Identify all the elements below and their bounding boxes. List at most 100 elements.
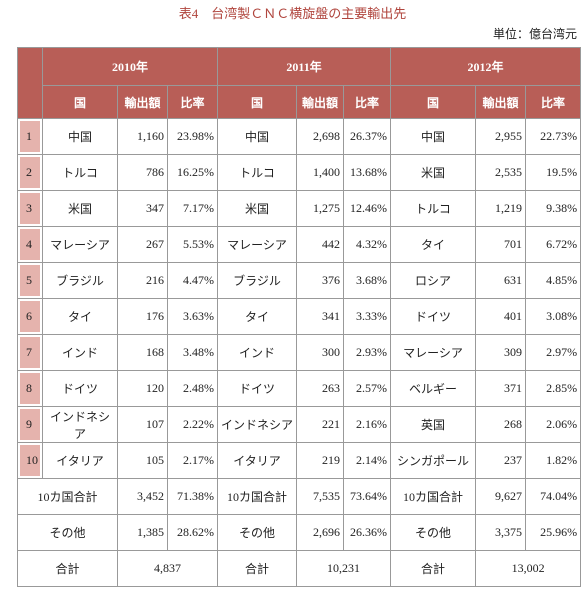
- country: 米国: [217, 190, 298, 227]
- table-row: 7 インド 168 3.48% インド 300 2.93% マレーシア 309 2.97%: [17, 334, 582, 371]
- value: 7.17%: [166, 190, 219, 227]
- value: 347: [117, 190, 168, 227]
- summary-label: 10カ国合計: [390, 478, 477, 515]
- country: インド: [217, 334, 298, 371]
- value: 168: [117, 334, 168, 371]
- summary-value: 73.64%: [343, 478, 392, 515]
- country: タイ: [42, 298, 118, 335]
- title: 表4 台湾製ＣＮＣ横旋盤の主要輸出先: [178, 6, 407, 21]
- total-label: 合計: [17, 550, 118, 587]
- column-header: 国: [217, 85, 298, 119]
- column-header: 国: [42, 85, 118, 119]
- country: イタリア: [42, 442, 118, 479]
- column-header: 輸出額: [475, 85, 527, 119]
- country: タイ: [390, 226, 477, 263]
- column-header: 比率: [525, 85, 582, 119]
- corner-header: [17, 47, 43, 119]
- country: インドネシア: [42, 406, 118, 443]
- value: 9.38%: [525, 190, 582, 227]
- country: 英国: [390, 406, 477, 443]
- table-row: 5 ブラジル 216 4.47% ブラジル 376 3.68% ロシア 631 4.85%: [17, 262, 582, 299]
- value: 6.72%: [525, 226, 582, 263]
- column-header: 比率: [343, 85, 392, 119]
- summary-label: 10カ国合計: [217, 478, 298, 515]
- rank: 8: [17, 370, 43, 407]
- country: ドイツ: [390, 298, 477, 335]
- value: 2.17%: [166, 442, 219, 479]
- summary-value: 28.62%: [166, 514, 219, 551]
- value: 22.73%: [525, 118, 582, 155]
- value: 401: [475, 298, 527, 335]
- country: トルコ: [217, 154, 298, 191]
- rank: 9: [17, 406, 43, 443]
- table-row: その他 1,385 28.62% その他 2,696 26.36% その他 3,375 25.9…: [17, 514, 582, 551]
- value: 1,160: [117, 118, 168, 155]
- value: 4.47%: [166, 262, 219, 299]
- value: 23.98%: [166, 118, 219, 155]
- value: 300: [296, 334, 345, 371]
- summary-label: その他: [17, 514, 118, 551]
- value: 267: [117, 226, 168, 263]
- table-row: 6 タイ 176 3.63% タイ 341 3.33% ドイツ 401 3.08%: [17, 298, 582, 335]
- value: 2.22%: [166, 406, 219, 443]
- summary-value: 2,696: [296, 514, 345, 551]
- rank: 10: [17, 442, 43, 479]
- value: 2.06%: [525, 406, 582, 443]
- rank: 7: [17, 334, 43, 371]
- value: 216: [117, 262, 168, 299]
- total-value: 13,002: [475, 550, 582, 587]
- value: 3.48%: [166, 334, 219, 371]
- table-row: 2010年 2011年 2012年: [17, 47, 582, 119]
- unit: 単位：億台湾元: [492, 27, 577, 41]
- value: 1.82%: [525, 442, 582, 479]
- value: 2,955: [475, 118, 527, 155]
- year-header: 2011年: [217, 47, 392, 86]
- country: インド: [42, 334, 118, 371]
- value: 12.46%: [343, 190, 392, 227]
- table-row: 9 インドネシア 107 2.22% インドネシア 221 2.16% 英国 268 2.06%: [17, 406, 582, 443]
- country: 中国: [217, 118, 298, 155]
- column-header: 輸出額: [296, 85, 345, 119]
- value: 1,219: [475, 190, 527, 227]
- country: 米国: [390, 154, 477, 191]
- value: 19.5%: [525, 154, 582, 191]
- rank: 4: [17, 226, 43, 263]
- value: 16.25%: [166, 154, 219, 191]
- table-row: 合計 4,837 合計 10,231 合計 13,002: [17, 550, 582, 587]
- total-label: 合計: [390, 550, 477, 587]
- value: 105: [117, 442, 168, 479]
- value: 26.37%: [343, 118, 392, 155]
- column-header: 国: [390, 85, 477, 119]
- value: 3.68%: [343, 262, 392, 299]
- value: 376: [296, 262, 345, 299]
- table-row: 国輸出額 比率国輸出額 比率国輸出額 比率: [18, 85, 582, 119]
- value: 631: [475, 262, 527, 299]
- value: 219: [296, 442, 345, 479]
- value: 221: [296, 406, 345, 443]
- value: 5.53%: [166, 226, 219, 263]
- total-label: 合計: [217, 550, 298, 587]
- summary-value: 71.38%: [166, 478, 219, 515]
- value: 341: [296, 298, 345, 335]
- summary-value: 26.36%: [343, 514, 392, 551]
- value: 3.63%: [166, 298, 219, 335]
- value: 268: [475, 406, 527, 443]
- value: 107: [117, 406, 168, 443]
- value: 176: [117, 298, 168, 335]
- column-header: 比率: [166, 85, 219, 119]
- table-row: 2 トルコ 786 16.25% トルコ 1,400 13.68% 米国 2,535 19.5%: [17, 154, 582, 191]
- total-value: 10,231: [296, 550, 392, 587]
- table-row: 8 ドイツ 120 2.48% ドイツ 263 2.57% ベルギー 371 2.85%: [17, 370, 582, 407]
- summary-value: 7,535: [296, 478, 345, 515]
- value: 13.68%: [343, 154, 392, 191]
- country: マレーシア: [217, 226, 298, 263]
- value: 1,275: [296, 190, 345, 227]
- country: ドイツ: [217, 370, 298, 407]
- total-value: 4,837: [116, 550, 219, 587]
- table-row: 4 マレーシア 267 5.53% マレーシア 442 4.32% タイ 701 6.72%: [17, 226, 582, 263]
- value: 2,698: [296, 118, 345, 155]
- country: ベルギー: [390, 370, 477, 407]
- value: 3.33%: [343, 298, 392, 335]
- summary-value: 1,385: [117, 514, 168, 551]
- export-table: 2010年 2011年 2012年国輸出額 比率国輸出額 比率国輸出額 比率 1 中国 1,16…: [17, 47, 582, 587]
